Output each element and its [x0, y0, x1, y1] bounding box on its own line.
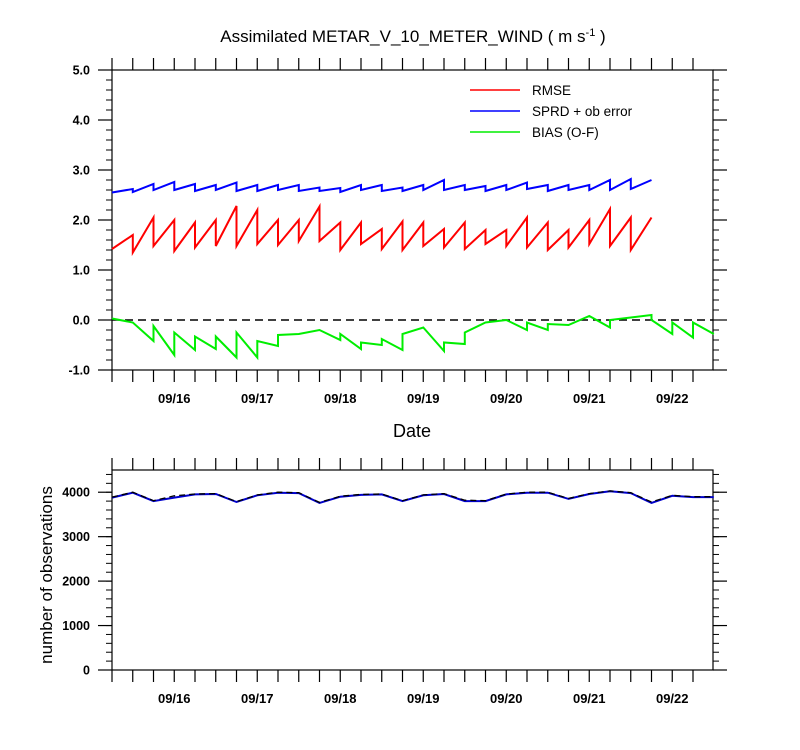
x-tick-label: 09/19 [407, 691, 440, 706]
x-tick-label: 09/17 [241, 691, 274, 706]
chart-title: Assimilated METAR_V_10_METER_WIND ( m s-… [220, 27, 605, 46]
y-tick-label: 4.0 [73, 114, 90, 128]
series-line-bias [111, 313, 715, 361]
y-axis-bottom: 4000 3000 2000 1000 0 [62, 473, 727, 678]
y-tick-label: 5.0 [73, 64, 90, 78]
series-group [111, 177, 715, 361]
y-tick-label: 4000 [62, 486, 90, 500]
y-tick-label: 0.0 [73, 314, 90, 328]
y-tick-label: -1.0 [68, 364, 90, 378]
x-tick-label: 09/17 [241, 391, 274, 406]
legend-label: SPRD + ob error [532, 104, 633, 119]
y-tick-label: 1.0 [73, 264, 90, 278]
y-tick-label: 2.0 [73, 214, 90, 228]
y-tick-label: 1000 [62, 619, 90, 633]
legend-label: RMSE [532, 83, 571, 98]
x-axis-bottom: 09/16 09/17 09/18 09/19 09/20 09/21 09/22 [111, 458, 694, 706]
x-tick-label: 09/20 [490, 391, 523, 406]
y-axis: 5.0 4.0 3.0 2.0 1.0 0.0 -1.0 [68, 64, 727, 378]
series-group-bottom [111, 490, 714, 504]
x-tick-label: 09/22 [656, 691, 689, 706]
x-tick-label: 09/16 [158, 691, 191, 706]
obs-used-line [111, 490, 714, 504]
x-tick-label: 09/21 [573, 391, 606, 406]
y-tick-label: 0 [83, 664, 90, 678]
legend-label: BIAS (O-F) [532, 125, 599, 140]
x-tick-label: 09/18 [324, 391, 357, 406]
series-line-rmse [111, 202, 653, 257]
x-tick-label: 09/22 [656, 391, 689, 406]
x-axis: 09/16 09/17 09/18 09/19 09/20 09/21 09/22 [111, 58, 694, 406]
y-tick-label: 3000 [62, 530, 90, 544]
y-axis-label: number of observations [37, 486, 56, 664]
x-tick-label: 09/18 [324, 691, 357, 706]
legend: RMSE SPRD + ob error BIAS (O-F) [470, 83, 633, 140]
plot-frame-bottom [111, 469, 714, 671]
obs-possible-line [111, 490, 714, 504]
x-tick-label: 09/19 [407, 391, 440, 406]
y-tick-label: 2000 [62, 575, 90, 589]
error-chart: Assimilated METAR_V_10_METER_WIND ( m s-… [68, 27, 727, 441]
x-tick-label: 09/16 [158, 391, 191, 406]
x-axis-label: Date [393, 421, 431, 441]
x-tick-label: 09/21 [573, 691, 606, 706]
series-line-sprd [111, 177, 652, 194]
x-tick-label: 09/20 [490, 691, 523, 706]
y-tick-label: 3.0 [73, 164, 90, 178]
